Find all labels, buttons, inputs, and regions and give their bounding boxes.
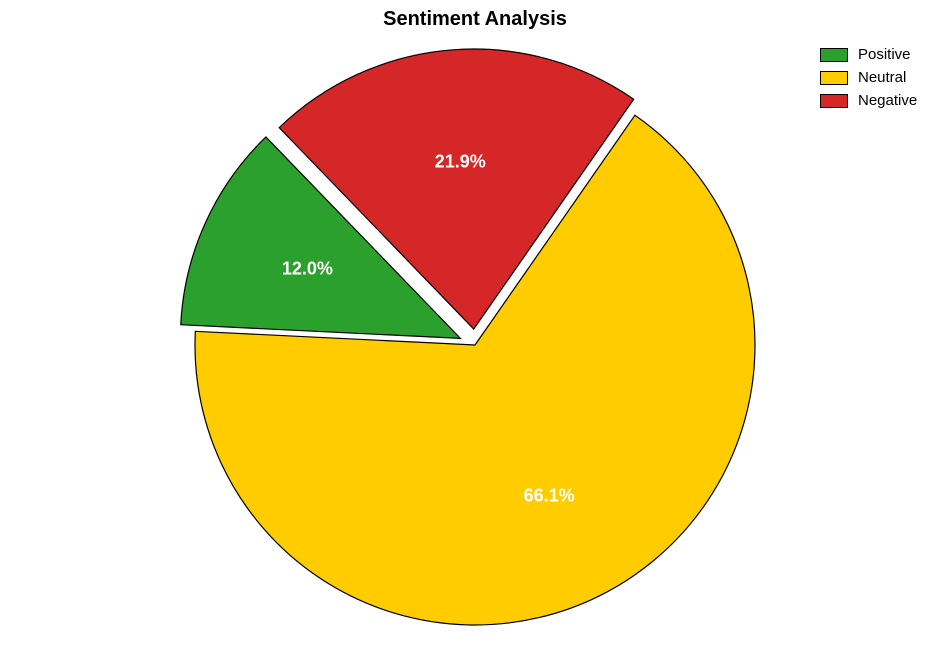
legend: Positive Neutral Negative (820, 46, 917, 115)
slice-label-negative: 21.9% (435, 151, 486, 172)
pie-chart (0, 0, 950, 662)
legend-item-positive: Positive (820, 46, 917, 63)
legend-swatch (820, 71, 848, 85)
legend-label: Positive (858, 46, 911, 63)
legend-swatch (820, 48, 848, 62)
legend-item-negative: Negative (820, 92, 917, 109)
slice-label-neutral: 66.1% (524, 485, 575, 506)
legend-item-neutral: Neutral (820, 69, 917, 86)
legend-swatch (820, 94, 848, 108)
legend-label: Negative (858, 92, 917, 109)
legend-label: Neutral (858, 69, 906, 86)
slice-label-positive: 12.0% (282, 258, 333, 279)
